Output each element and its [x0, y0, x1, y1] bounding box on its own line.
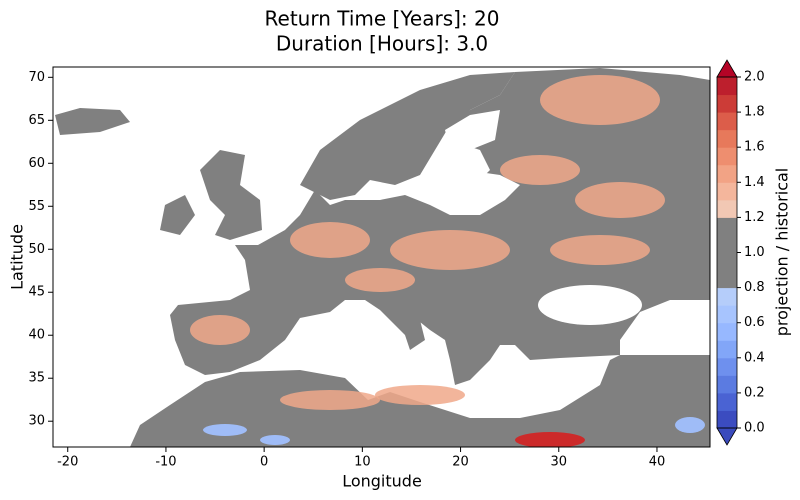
- pattern: [190, 315, 250, 345]
- pattern: [260, 435, 290, 445]
- x-tick-label: -20: [57, 455, 78, 470]
- colorbar-segment: [717, 322, 737, 341]
- colorbar-segment: [717, 270, 737, 289]
- colorbar-tick-label: 0.0: [744, 421, 765, 436]
- pattern: [540, 75, 660, 125]
- land: [130, 355, 710, 447]
- colorbar-segment: [717, 392, 737, 411]
- colorbar-segment: [717, 305, 737, 324]
- y-tick-label: 35: [28, 371, 45, 386]
- colorbar-tick-label: 2.0: [744, 70, 765, 85]
- colorbar-tick-label: 0.2: [744, 385, 765, 400]
- plot-frame: [52, 66, 711, 448]
- colorbar-tick-label: 1.6: [744, 140, 765, 155]
- land: [200, 150, 262, 240]
- colorbar-segment: [717, 112, 737, 131]
- colorbar-tick-label: 0.4: [744, 350, 765, 365]
- x-tick-label: 30: [550, 455, 567, 470]
- pattern: [203, 424, 247, 436]
- land: [55, 108, 130, 135]
- map-layer: [55, 68, 710, 447]
- colorbar-tick-label: 0.6: [744, 315, 765, 330]
- colorbar-segment: [717, 182, 737, 201]
- colorbar-segment: [717, 129, 737, 148]
- colorbar-tick-label: 1.0: [744, 245, 765, 260]
- pattern: [280, 390, 380, 410]
- colorbar-tick-label: 0.8: [744, 280, 765, 295]
- x-tick-label: 20: [452, 455, 469, 470]
- baltic-sea: [430, 110, 520, 215]
- colorbar-segment: [717, 77, 737, 96]
- land: [300, 72, 515, 200]
- x-axis-label: Longitude: [342, 472, 422, 491]
- y-tick-label: 55: [28, 199, 45, 214]
- pattern: [500, 155, 580, 185]
- chart-subtitle: Duration [Hours]: 3.0: [276, 32, 488, 56]
- y-axis-label: Latitude: [8, 224, 27, 290]
- colorbar-segment: [717, 287, 737, 306]
- pattern: [345, 268, 415, 292]
- colorbar-segment: [717, 217, 737, 236]
- colorbar-segment: [717, 234, 737, 253]
- land: [160, 195, 195, 235]
- chart-title: Return Time [Years]: 20: [265, 7, 500, 31]
- map: [52, 66, 711, 448]
- colorbar-segment: [717, 340, 737, 359]
- y-tick-label: 60: [28, 156, 45, 171]
- colorbar-segment: [717, 94, 737, 113]
- colorbar-label: projection / historical: [773, 168, 792, 337]
- colorbar-segment: [717, 164, 737, 183]
- colorbar-extend-under: [716, 427, 738, 446]
- x-tick-label: 40: [649, 455, 666, 470]
- x-tick-label: 10: [354, 455, 371, 470]
- y-tick-label: 40: [28, 328, 45, 343]
- y-tick-label: 70: [28, 70, 45, 85]
- colorbar-tick-label: 1.2: [744, 210, 765, 225]
- colorbar-segment: [717, 199, 737, 218]
- black-sea: [538, 285, 642, 325]
- colorbar-extend-over: [716, 59, 738, 78]
- colorbar-segment: [717, 147, 737, 166]
- pattern: [575, 182, 665, 218]
- colorbar-segment: [717, 357, 737, 376]
- colorbar-tick-label: 1.4: [744, 175, 765, 190]
- y-tick-label: 45: [28, 285, 45, 300]
- y-tick-label: 50: [28, 242, 45, 257]
- pattern: [515, 432, 585, 447]
- y-tick-label: 65: [28, 113, 45, 128]
- x-tick-label: -10: [155, 455, 176, 470]
- y-tick-label: 30: [28, 414, 45, 429]
- x-tick-label: 0: [260, 455, 268, 470]
- colorbar-tick-label: 1.8: [744, 105, 765, 120]
- pattern: [390, 230, 510, 270]
- pattern: [290, 222, 370, 258]
- colorbar-segment: [717, 252, 737, 271]
- colorbar-segment: [717, 375, 737, 394]
- pattern: [550, 235, 650, 265]
- colorbar-segment: [717, 410, 737, 429]
- pattern: [375, 385, 465, 405]
- pattern: [675, 417, 705, 433]
